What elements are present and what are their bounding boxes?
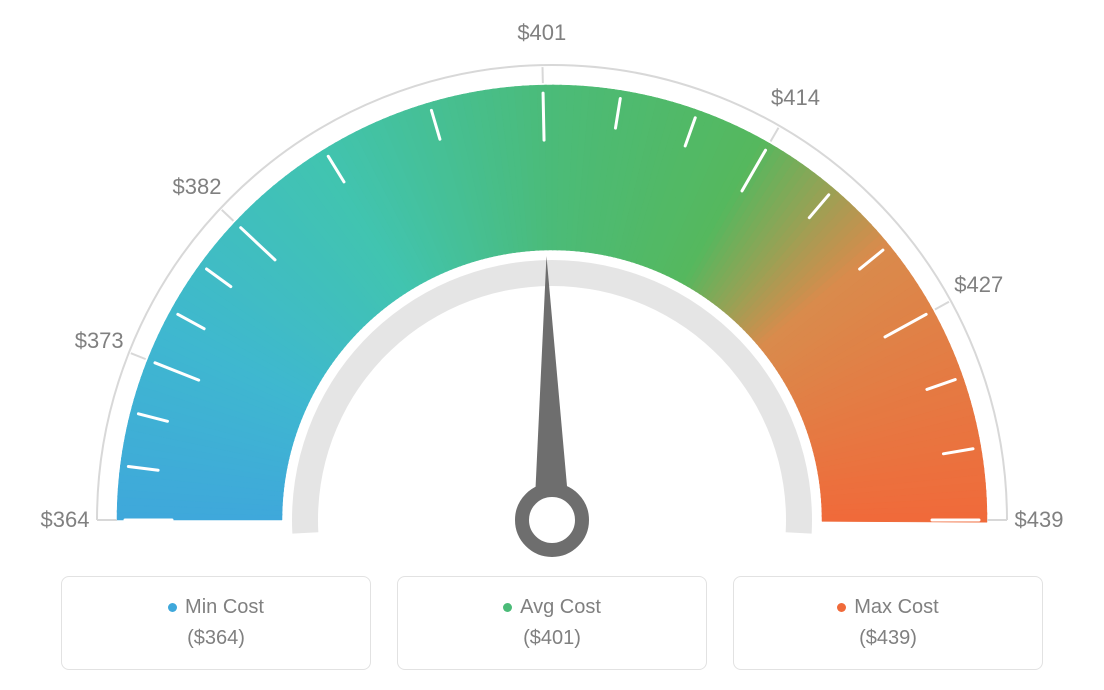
legend-label-min: Min Cost <box>185 596 264 619</box>
dot-max <box>837 603 846 612</box>
gauge-svg <box>22 20 1082 580</box>
tick-outer <box>222 210 234 221</box>
tick-outer <box>771 128 779 142</box>
tick-outer <box>935 302 949 310</box>
dot-min <box>168 603 177 612</box>
tick-label: $382 <box>173 174 222 200</box>
needle-hub <box>522 490 582 550</box>
tick-inner <box>543 93 544 140</box>
legend-label-avg: Avg Cost <box>520 596 601 619</box>
legend-card-max: Max Cost ($439) <box>733 576 1043 670</box>
legend-top-max: Max Cost <box>837 596 938 619</box>
legend-card-avg: Avg Cost ($401) <box>397 576 707 670</box>
tick-label: $373 <box>75 328 124 354</box>
legend-row: Min Cost ($364) Avg Cost ($401) Max Cost… <box>61 576 1043 670</box>
legend-value-avg: ($401) <box>523 627 581 650</box>
gauge-chart: $364 $373 $382 $401 $414 $427 $439 <box>0 0 1104 560</box>
legend-top-avg: Avg Cost <box>503 596 601 619</box>
tick-label: $364 <box>41 507 90 533</box>
legend-card-min: Min Cost ($364) <box>61 576 371 670</box>
legend-top-min: Min Cost <box>168 596 264 619</box>
tick-label: $401 <box>517 20 566 46</box>
legend-label-max: Max Cost <box>854 596 938 619</box>
tick-outer <box>131 353 146 359</box>
tick-label: $414 <box>771 85 820 111</box>
tick-label: $439 <box>1015 507 1064 533</box>
legend-value-min: ($364) <box>187 627 245 650</box>
legend-value-max: ($439) <box>859 627 917 650</box>
dot-avg <box>503 603 512 612</box>
tick-label: $427 <box>954 272 1003 298</box>
